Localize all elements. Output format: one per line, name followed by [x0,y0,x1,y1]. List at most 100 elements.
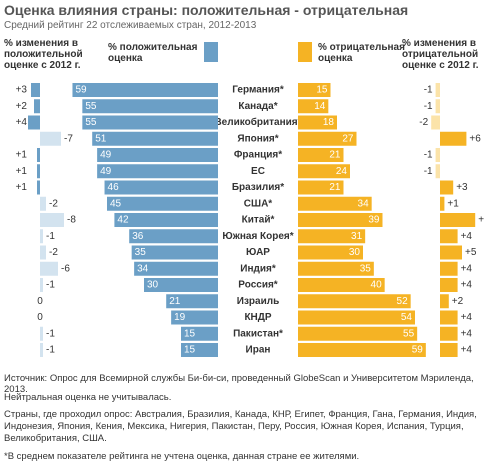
change-bar [37,148,40,162]
change-label: +1 [447,198,459,209]
category-label: КНДР [244,312,271,323]
change-bar [440,229,458,244]
value-label: 51 [95,133,107,144]
change-bar [40,213,64,227]
change-label: -6 [61,263,70,274]
change-label: -1 [46,231,55,242]
change-label: +4 [461,345,473,356]
change-label: 0 [37,296,43,307]
change-bar [40,326,43,341]
change-label: +8 [478,215,484,226]
value-label: 36 [132,231,144,242]
value-label: 49 [100,150,112,161]
value-label: 24 [336,166,348,177]
value-label: 42 [117,215,129,226]
note: *В среднем показателе рейтинга не учтена… [4,451,360,462]
positive-bar [181,326,218,341]
value-label: 46 [108,182,120,193]
category-label: Пакистан* [233,328,283,339]
negative-bar [298,294,411,309]
value-label: 45 [110,198,122,209]
change-bar [435,164,440,179]
positive-bar [131,245,218,260]
change-label: -2 [49,247,58,258]
change-label: +4 [16,117,28,128]
change-bar [34,99,40,114]
negative-bar [298,229,366,244]
negative-bar [298,278,385,292]
positive-bar [129,229,218,244]
change-label: +1 [16,150,28,161]
change-bar [440,180,454,195]
value-label: 19 [174,312,186,323]
chart-title: Оценка влияния страны: положительная - о… [4,2,409,18]
category-label: Германия* [232,85,284,96]
value-label: 27 [342,133,354,144]
positive-bar [92,131,218,146]
value-label: 59 [75,85,87,96]
positive-bar [114,213,218,227]
category-label: Россия* [238,280,278,291]
change-label: -2 [419,117,428,128]
change-bar [440,196,445,211]
change-label: -1 [46,280,55,291]
value-label: 59 [412,345,424,356]
value-label: 21 [169,296,181,307]
legend-label: % положительная оценка [108,42,198,64]
change-bar [40,343,43,357]
change-label: +4 [461,312,473,323]
change-bar [31,83,40,97]
change-label: -1 [424,150,433,161]
value-label: 30 [349,247,361,258]
positive-bar [166,294,218,309]
change-label: -1 [424,85,433,96]
change-label: +3 [456,182,468,193]
positive-bar [82,99,218,114]
negative-bar [298,148,344,162]
value-label: 34 [358,198,370,209]
change-label: -1 [46,345,55,356]
positive-bar [171,310,218,325]
change-label: +4 [461,328,473,339]
negative-bar [298,83,331,97]
change-label: -2 [49,198,58,209]
value-label: 34 [137,263,149,274]
value-label: 52 [397,296,409,307]
change-bar [435,99,440,114]
chart: Германия* 59 15 +3 -1 Канада* 55 14 +2 -1 Великобр… [16,42,484,357]
change-bar [28,115,40,130]
note: Источник: Опрос для Всемирной службы Би-… [4,373,474,395]
change-label: +5 [465,247,477,258]
category-label: Канада* [238,101,277,112]
change-label: +2 [16,101,28,112]
note: Страны, где проходил опрос: Австралия, Б… [4,409,477,444]
change-bar [440,343,458,357]
value-label: 35 [360,263,372,274]
category-label: Китай* [242,215,275,226]
category-label: Иран [246,345,271,356]
change-bar [440,294,449,309]
change-bar [435,83,440,97]
value-label: 21 [329,182,341,193]
change-bar [435,148,440,162]
column-header: % изменения в положительной оценке с 201… [4,38,83,71]
positive-bar [181,343,218,357]
positive-bar [134,261,218,276]
value-label: 40 [371,280,383,291]
value-label: 55 [85,117,97,128]
negative-bar [298,261,374,276]
category-label: Великобритания* [214,116,301,128]
note: Нейтральная оценка не учитывалась. [4,392,172,403]
category-label: ЕС [251,166,265,177]
negative-bar [298,343,426,357]
value-label: 55 [403,328,415,339]
category-label: Южная Корея* [222,231,293,242]
category-label: Израиль [237,296,279,307]
change-label: -1 [424,166,433,177]
value-label: 54 [401,312,413,323]
value-label: 21 [329,150,341,161]
change-bar [40,278,43,292]
change-label: -8 [67,215,76,226]
value-label: 49 [100,166,112,177]
